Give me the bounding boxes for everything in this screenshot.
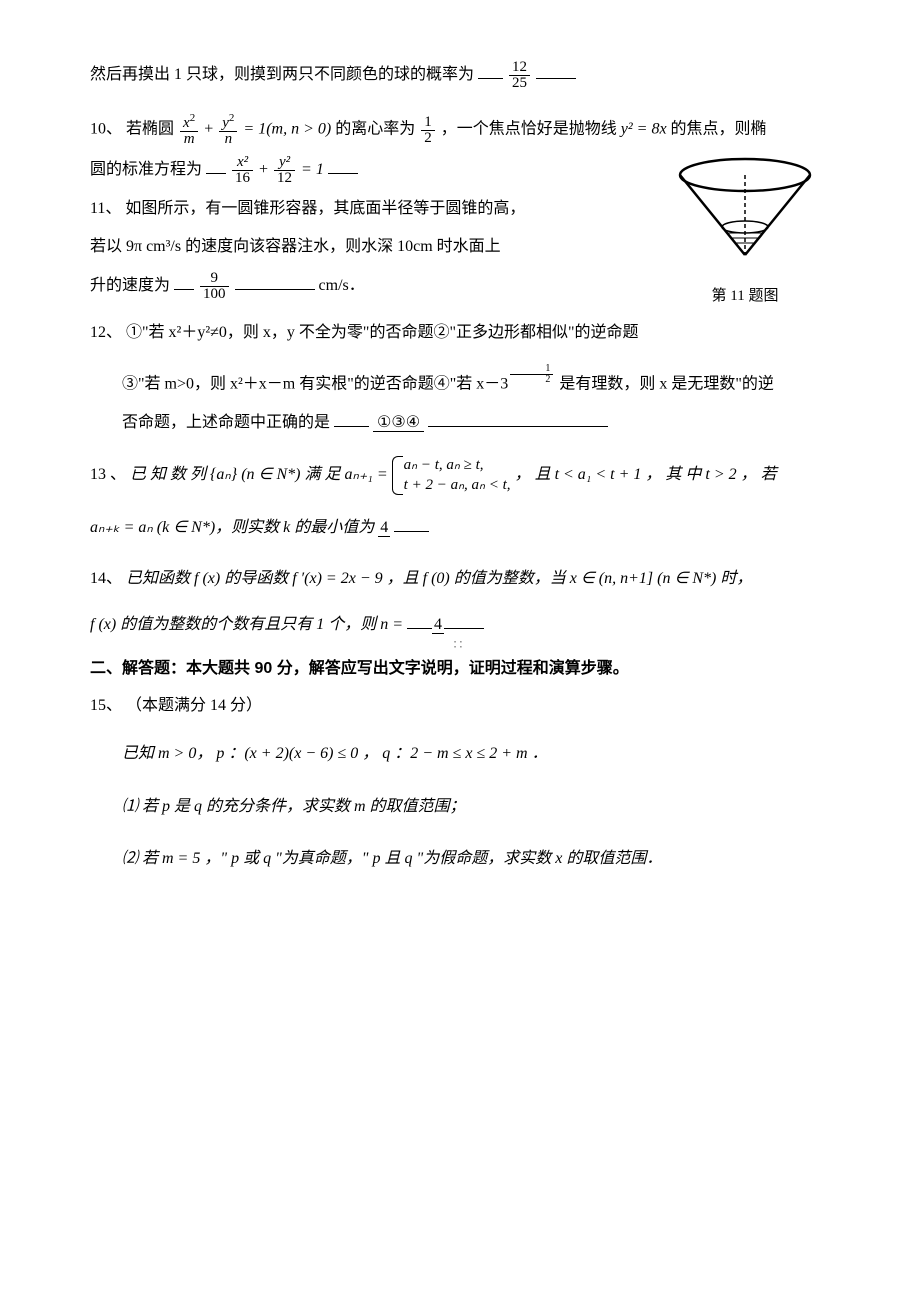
q13-recur: aₙ₊₁ = <box>344 466 391 483</box>
q10-line2: 圆的标准方程为 x² 16 + y² 12 = 1 <box>90 155 590 186</box>
q10-label: 10、 <box>90 121 122 138</box>
q15-headtext: （本题满分 14 分） <box>126 697 262 714</box>
q10-ecc: 1 2 <box>421 115 435 146</box>
q10-parab: y² = 8x <box>621 121 667 138</box>
q11-l3b: cm/s． <box>319 277 365 294</box>
q10-line1: 10、 若椭圆 x2 m + y2 n = 1(m, n > 0) 的离心率为 … <box>90 113 830 147</box>
q12-l1: ①"若 x²＋y²≠0，则 x，y 不全为零"的否命题②"正多边形都相似"的逆命… <box>126 324 639 341</box>
q10-mid2: ，一个焦点恰好是抛物线 <box>441 121 617 138</box>
q12-line1: 12、 ①"若 x²＋y²≠0，则 x，y 不全为零"的否命题②"正多边形都相似… <box>90 318 830 348</box>
q13-label: 13 、 <box>90 466 126 483</box>
q13-ans: 4 <box>378 519 390 537</box>
q14-l1: 已知函数 f (x) 的导函数 f ′(x) = 2x − 9 ，且 f (0)… <box>126 570 752 587</box>
figure-11: 第 11 题图 <box>665 155 825 311</box>
q14-l2a: f (x) 的值为整数的个数有且只有 1 个，则 n = <box>90 616 403 633</box>
q10-ans-tail: = 1 <box>301 161 324 178</box>
q12-ans: ①③④ <box>373 414 424 432</box>
q9-text: 然后再摸出 1 只球，则摸到两只不同颜色的球的概率为 <box>90 66 474 83</box>
q12-l2a: ③"若 m>0，则 x²＋x－m 有实根"的逆否命题④"若 x－3 <box>122 376 508 393</box>
q10-frac2: y2 n <box>219 113 237 147</box>
q11-l1: 如图所示，有一圆锥形容器，其底面半径等于圆锥的高， <box>125 200 525 217</box>
q10-cond: = 1(m, n > 0) <box>243 121 331 138</box>
q10-pre: 若椭圆 <box>126 121 174 138</box>
q10-mid3: 的焦点，则椭 <box>671 121 767 138</box>
q13-piecewise: aₙ − t, aₙ ≥ t, t + 2 − aₙ, aₙ < t, <box>392 456 511 495</box>
q13-l1a: 已 知 数 列 {aₙ} (n ∈ N*) 满 足 <box>130 466 344 483</box>
cone-svg <box>670 155 820 265</box>
q13-l1b: ， 且 t < a₁ < t + 1 ， 其 中 t > 2 ， 若 <box>515 466 777 483</box>
q11-line3: 升的速度为 9 100 cm/s． <box>90 271 560 302</box>
q14-line1: 14、 已知函数 f (x) 的导函数 f ′(x) = 2x − 9 ，且 f… <box>90 564 830 594</box>
q15-p1: ⑴ 若 p 是 q 的充分条件，求实数 m 的取值范围； <box>90 792 830 822</box>
q12-label: 12、 <box>90 324 122 341</box>
q15-p2: ⑵ 若 m = 5 ，" p 或 q "为真命题，" p 且 q "为假命题，求… <box>90 844 830 874</box>
q12-exp: 12 <box>510 364 553 385</box>
q10-frac1: x2 m <box>180 113 198 147</box>
q9-answer: 12 25 <box>509 60 530 91</box>
q9-line: 然后再摸出 1 只球，则摸到两只不同颜色的球的概率为 12 25 <box>90 60 830 91</box>
q12-l2b: 是有理数，则 x 是无理数"的逆 <box>559 376 774 393</box>
q13-l2a: aₙ₊ₖ = aₙ (k ∈ N*)，则实数 k 的最小值为 <box>90 519 374 536</box>
q14-ans: 4 <box>432 616 444 634</box>
q11-l2: 若以 9π cm³/s 的速度向该容器注水，则水深 10cm 时水面上 <box>90 238 501 255</box>
q11-label: 11、 <box>90 200 121 217</box>
q15-given: 已知 m > 0， p ：(x + 2)(x − 6) ≤ 0 ， q ：2 −… <box>90 739 830 769</box>
q10-l2a: 圆的标准方程为 <box>90 161 202 178</box>
q11-line1: 11、 如图所示，有一圆锥形容器，其底面半径等于圆锥的高， <box>90 194 560 224</box>
q10-ans1: x² 16 <box>232 155 253 186</box>
q12-line3: 否命题，上述命题中正确的是 ①③④ <box>90 408 830 438</box>
q13-line2: aₙ₊ₖ = aₙ (k ∈ N*)，则实数 k 的最小值为 4 <box>90 513 830 543</box>
q14-label: 14、 <box>90 570 122 587</box>
q10-mid1: 的离心率为 <box>335 121 415 138</box>
page-marker: ∷ <box>454 633 467 660</box>
q13-line1: 13 、 已 知 数 列 {aₙ} (n ∈ N*) 满 足 aₙ₊₁ = aₙ… <box>90 456 830 495</box>
q15-label: 15、 <box>90 697 122 714</box>
q12-l3a: 否命题，上述命题中正确的是 <box>122 414 330 431</box>
figure-11-caption: 第 11 题图 <box>665 282 825 311</box>
q10-ans2: y² 12 <box>274 155 295 186</box>
q11-l3a: 升的速度为 <box>90 277 170 294</box>
q12-line2: ③"若 m>0，则 x²＋x－m 有实根"的逆否命题④"若 x－312 是有理数… <box>90 364 830 400</box>
q11-line2: 若以 9π cm³/s 的速度向该容器注水，则水深 10cm 时水面上 <box>90 232 560 262</box>
q15-head: 15、 （本题满分 14 分） <box>90 691 830 721</box>
q11-ans: 9 100 <box>200 271 229 302</box>
